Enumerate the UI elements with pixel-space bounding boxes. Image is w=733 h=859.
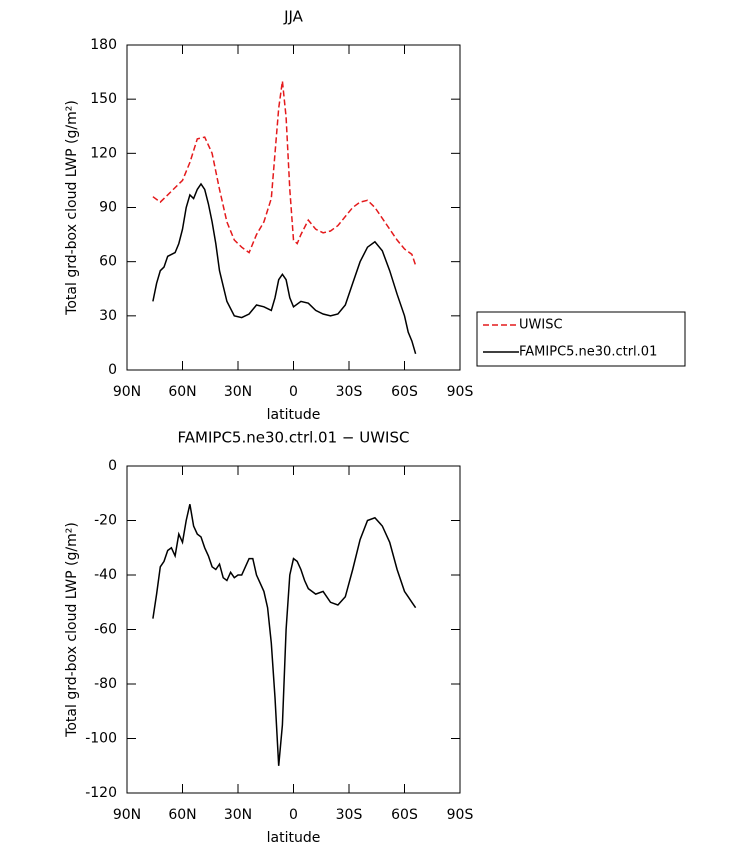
chart-title: FAMIPC5.ne30.ctrl.01 − UWISC <box>178 429 410 447</box>
x-tick-label: 90S <box>447 807 474 823</box>
x-tick-label: 60S <box>391 384 418 400</box>
x-tick-label: 30N <box>224 807 252 823</box>
y-tick-label: -20 <box>94 513 117 529</box>
legend-label: FAMIPC5.ne30.ctrl.01 <box>519 345 657 360</box>
y-axis-label: Total grd-box cloud LWP (g/m²) <box>64 100 80 316</box>
data-line <box>152 182 417 355</box>
legend-box <box>476 311 686 367</box>
legend-label: UWISC <box>519 318 563 333</box>
y-tick-label: -100 <box>85 731 117 747</box>
x-tick-label: 60N <box>168 384 196 400</box>
y-tick-label: 150 <box>90 91 117 107</box>
x-tick-label: 0 <box>289 807 298 823</box>
data-line <box>152 504 417 766</box>
data-line <box>152 80 417 266</box>
y-tick-label: 60 <box>99 254 117 270</box>
x-tick-label: 90N <box>113 384 141 400</box>
x-tick-label: 60N <box>168 807 196 823</box>
y-tick-label: 30 <box>99 308 117 324</box>
x-tick-label: 30S <box>336 384 363 400</box>
x-tick-label: 0 <box>289 384 298 400</box>
y-tick-label: -80 <box>94 676 117 692</box>
y-tick-label: 0 <box>108 458 117 474</box>
plot-frame <box>126 44 461 371</box>
y-tick-label: -60 <box>94 622 117 638</box>
plot-frame <box>126 465 461 794</box>
y-tick-label: -120 <box>85 785 117 801</box>
x-tick-label: 90S <box>447 384 474 400</box>
x-axis-label: latitude <box>267 830 321 846</box>
x-tick-label: 30S <box>336 807 363 823</box>
chart-title: JJA <box>283 8 304 26</box>
y-tick-label: 180 <box>90 37 117 53</box>
y-tick-label: 0 <box>108 362 117 378</box>
x-tick-label: 90N <box>113 807 141 823</box>
y-axis-label: Total grd-box cloud LWP (g/m²) <box>64 522 80 738</box>
x-tick-label: 60S <box>391 807 418 823</box>
y-tick-label: 120 <box>90 145 117 161</box>
x-axis-label: latitude <box>267 407 321 423</box>
y-tick-label: -40 <box>94 567 117 583</box>
x-tick-label: 30N <box>224 384 252 400</box>
y-tick-label: 90 <box>99 200 117 216</box>
